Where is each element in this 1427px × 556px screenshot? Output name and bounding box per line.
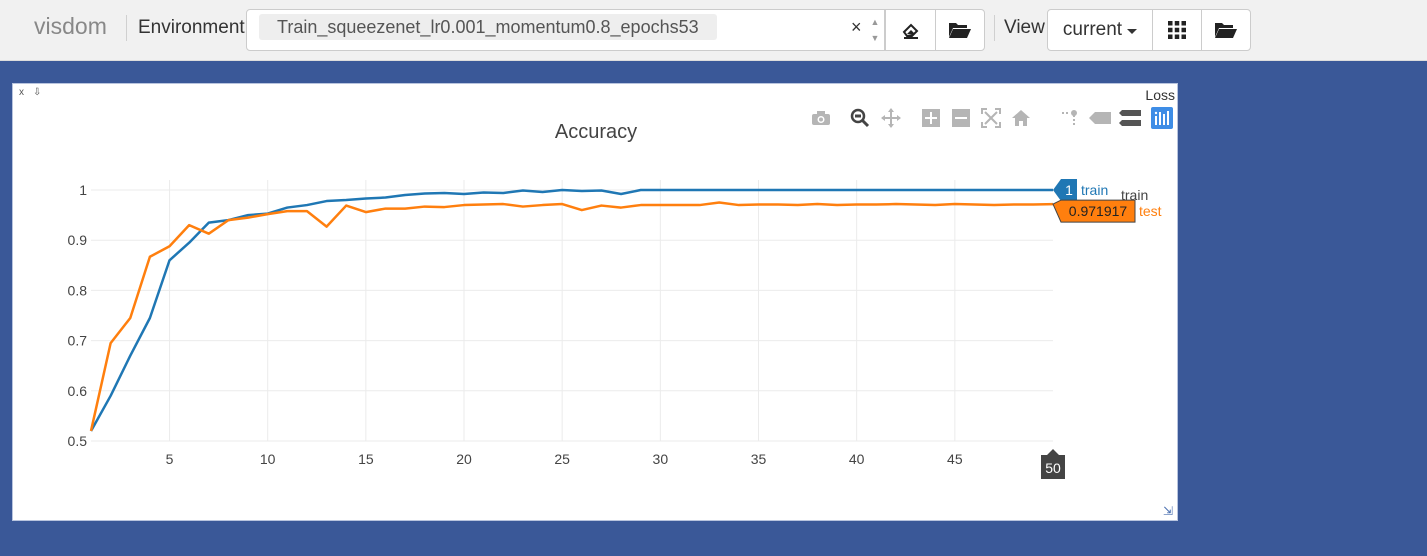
x-tick-label: 40: [849, 451, 865, 467]
series-line-train[interactable]: [89, 188, 1053, 432]
x-tick-label: 30: [653, 451, 669, 467]
environment-chip[interactable]: Train_squeezenet_lr0.001_momentum0.8_epo…: [259, 14, 717, 40]
hover-box-train: [1053, 179, 1077, 201]
grid-icon: [1168, 21, 1186, 39]
environment-spinner[interactable]: ▲ ▼: [868, 14, 882, 48]
repack-button[interactable]: [1152, 9, 1202, 51]
close-pane-button[interactable]: x: [19, 87, 24, 98]
hover-value-test: 0.971917: [1069, 203, 1128, 219]
x-tick-label: 15: [358, 451, 374, 467]
manage-views-button[interactable]: [1201, 9, 1251, 51]
y-tick-label: 0.5: [68, 433, 88, 449]
spin-up-icon[interactable]: ▲: [870, 17, 880, 27]
x-tick-label: 5: [166, 451, 174, 467]
autoscale-icon[interactable]: [979, 106, 1003, 130]
environment-select[interactable]: Train_squeezenet_lr0.001_momentum0.8_epo…: [246, 9, 885, 51]
toolbar-divider: [994, 15, 995, 41]
eraser-icon: [902, 23, 918, 39]
hover-name-test: test: [1139, 203, 1162, 219]
closest-hover-icon[interactable]: [1118, 106, 1142, 130]
tick-labels: 0.50.60.70.80.915 10 15 20 25 30 35 40 45: [68, 182, 963, 467]
hover-box-x: [1041, 449, 1065, 479]
series-lines: [89, 188, 1054, 432]
x-tick-label: 10: [260, 451, 276, 467]
hover-name-train: train: [1081, 182, 1108, 198]
camera-icon[interactable]: [809, 106, 833, 130]
spike-lines-icon[interactable]: [1058, 106, 1082, 130]
series-line-test[interactable]: [89, 201, 1054, 432]
zoom-icon[interactable]: [848, 106, 872, 130]
y-tick-label: 0.8: [68, 282, 88, 298]
folder-open-icon: [1215, 23, 1237, 38]
spin-down-icon[interactable]: ▼: [870, 33, 880, 43]
accuracy-chart[interactable]: 0.50.60.70.80.915 10 15 20 25 30 35 40 45 train1…: [13, 84, 1179, 522]
y-tick-label: 0.6: [68, 383, 88, 399]
brand-logo: visdom: [34, 13, 107, 39]
view-label: View: [1004, 17, 1045, 38]
plot-pane: x ⇩ Loss 0.5 0.6 0.7 0.8 0.9 1 5 10 15 20 25 30 35 40…: [12, 83, 1178, 521]
view-value: current: [1062, 19, 1123, 40]
legend-entry-train[interactable]: train: [1121, 187, 1148, 203]
pane-title: Loss: [1145, 87, 1175, 103]
plotly-logo-icon[interactable]: [1150, 106, 1174, 130]
y-tick-label: 1: [79, 182, 87, 198]
y-tick-label: 0.9: [68, 232, 88, 248]
chart-title: Accuracy: [555, 121, 637, 143]
pin-icon[interactable]: ⇩: [33, 87, 42, 98]
zoom-in-icon[interactable]: [919, 106, 943, 130]
zoom-out-icon[interactable]: [949, 106, 973, 130]
x-tick-label: 20: [456, 451, 472, 467]
top-toolbar: visdom Environment Train_squeezenet_lr0.…: [0, 0, 1427, 61]
folder-open-icon: [949, 23, 971, 38]
resize-handle-icon[interactable]: ⇲: [1162, 504, 1173, 518]
x-tick-label: 45: [947, 451, 963, 467]
hover-value-x: 50: [1045, 460, 1061, 476]
y-tick-label: 0.7: [68, 333, 88, 349]
clear-env-button[interactable]: [885, 9, 936, 51]
toolbar-divider: [126, 15, 127, 41]
environment-label: Environment: [138, 17, 245, 38]
manage-env-button[interactable]: [935, 9, 985, 51]
x-tick-label: 35: [751, 451, 767, 467]
x-tick-label: 25: [554, 451, 570, 467]
clear-environment-button[interactable]: ×: [851, 17, 862, 37]
grid-lines: [91, 180, 1053, 442]
hover-value-train: 1: [1065, 182, 1073, 198]
hover-box-test: [1052, 199, 1136, 223]
compare-hover-icon[interactable]: [1088, 106, 1112, 130]
chevron-down-icon: [1127, 28, 1138, 34]
pan-icon[interactable]: [879, 106, 903, 130]
view-select[interactable]: current: [1047, 9, 1153, 51]
home-icon[interactable]: [1009, 106, 1033, 130]
